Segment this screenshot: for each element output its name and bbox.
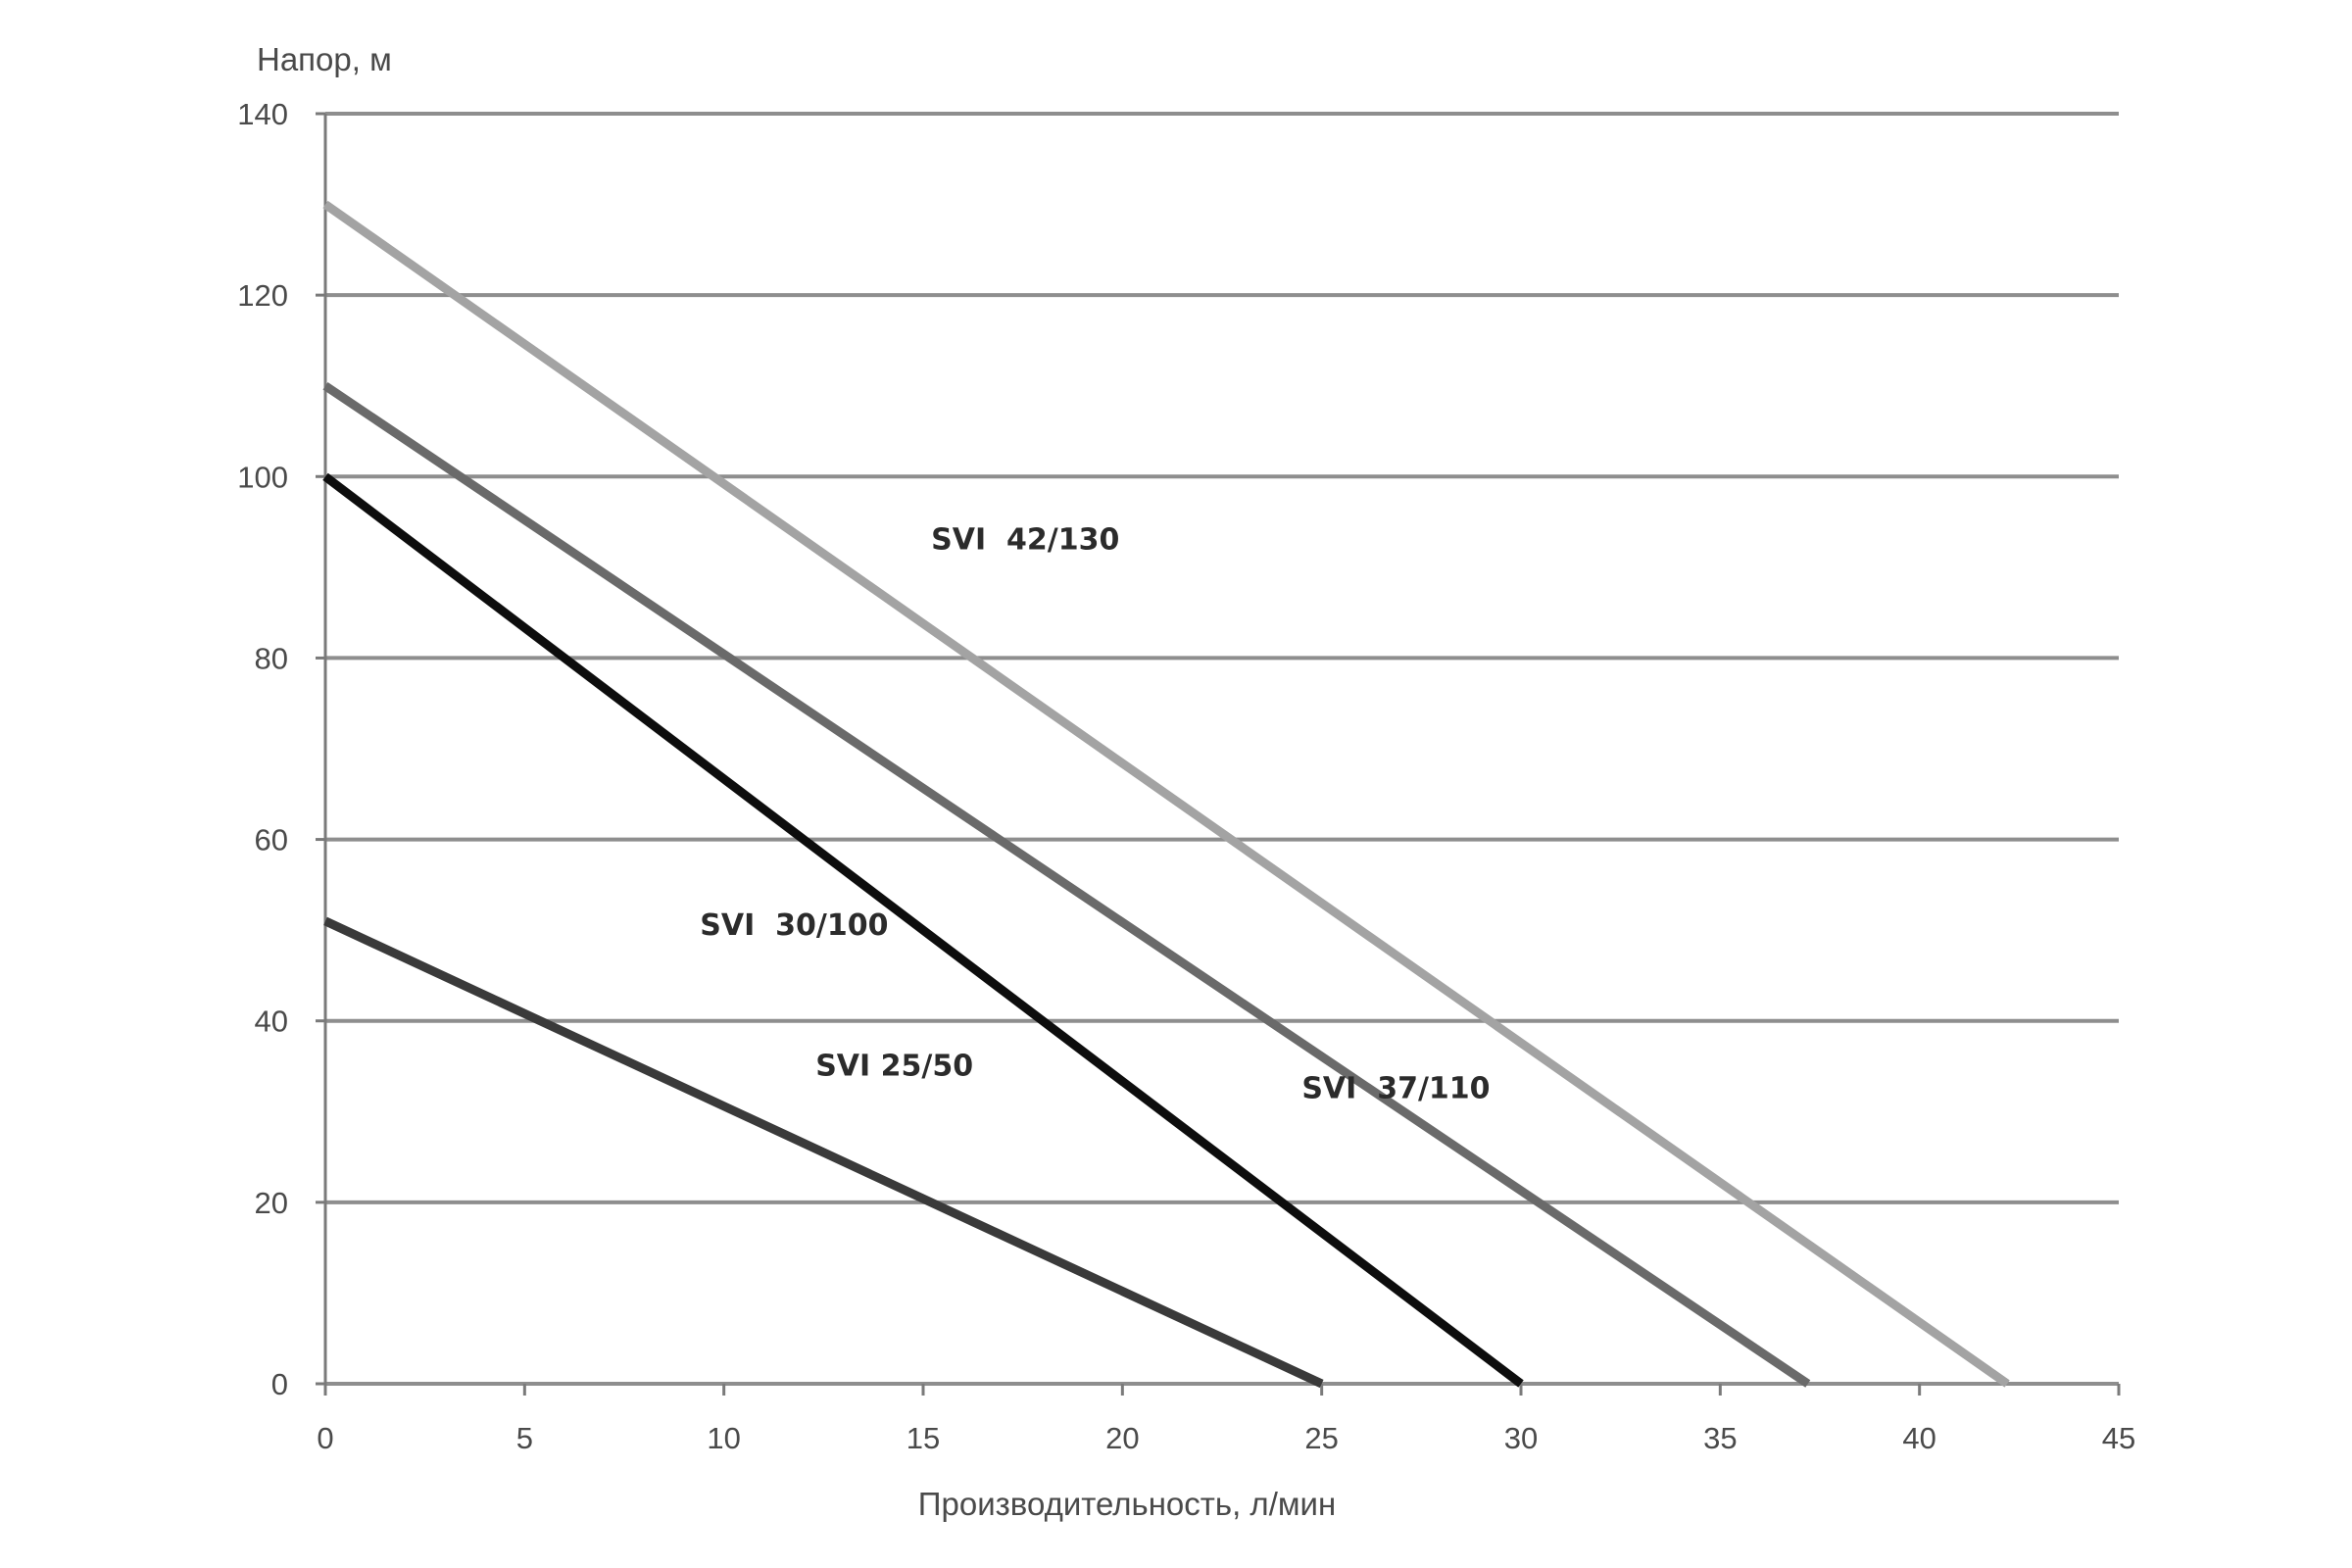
y-tick-label: 40	[255, 1004, 288, 1039]
y-tick-label: 0	[271, 1367, 288, 1401]
x-tick-label: 45	[2102, 1421, 2135, 1455]
y-axis-ticks: 0 20 40 60 80 100 120 140	[237, 97, 325, 1401]
grid-lines	[325, 112, 2119, 1386]
series-label: SVI 37/110	[1301, 1071, 1490, 1105]
x-tick-label: 10	[707, 1421, 740, 1455]
series-label: SVI 42/130	[931, 522, 1119, 557]
series-lines	[322, 200, 2010, 1389]
series-labels: SVI 25/50 SVI 30/100 SVI 37/110 SVI 42/130	[700, 522, 1490, 1105]
x-tick-label: 20	[1105, 1421, 1139, 1455]
series-line-svi-42-130	[322, 200, 2010, 1388]
y-tick-label: 120	[237, 278, 288, 313]
x-tick-label: 0	[317, 1421, 333, 1455]
series-line-svi-30-100	[322, 472, 1524, 1388]
y-axis-title: Напор, м	[257, 41, 392, 77]
x-axis-ticks: 0 5 10 15 20 25 30 35 40 45	[317, 1384, 2135, 1455]
series-line-svi-25-50	[323, 916, 1324, 1389]
y-tick-label: 140	[237, 97, 288, 131]
x-tick-label: 35	[1703, 1421, 1737, 1455]
y-tick-label: 20	[255, 1186, 288, 1220]
series-line-svi-37-110	[322, 381, 1811, 1388]
y-tick-label: 100	[237, 460, 288, 494]
x-tick-label: 15	[906, 1421, 940, 1455]
series-label: SVI 30/100	[700, 908, 888, 943]
y-tick-label: 80	[255, 641, 288, 675]
x-tick-label: 5	[516, 1421, 533, 1455]
series-label: SVI 25/50	[815, 1049, 973, 1083]
x-tick-label: 40	[1902, 1421, 1936, 1455]
x-axis-title: Производительность, л/мин	[918, 1486, 1336, 1522]
y-tick-label: 60	[255, 823, 288, 858]
x-tick-label: 25	[1304, 1421, 1338, 1455]
x-tick-label: 30	[1504, 1421, 1538, 1455]
